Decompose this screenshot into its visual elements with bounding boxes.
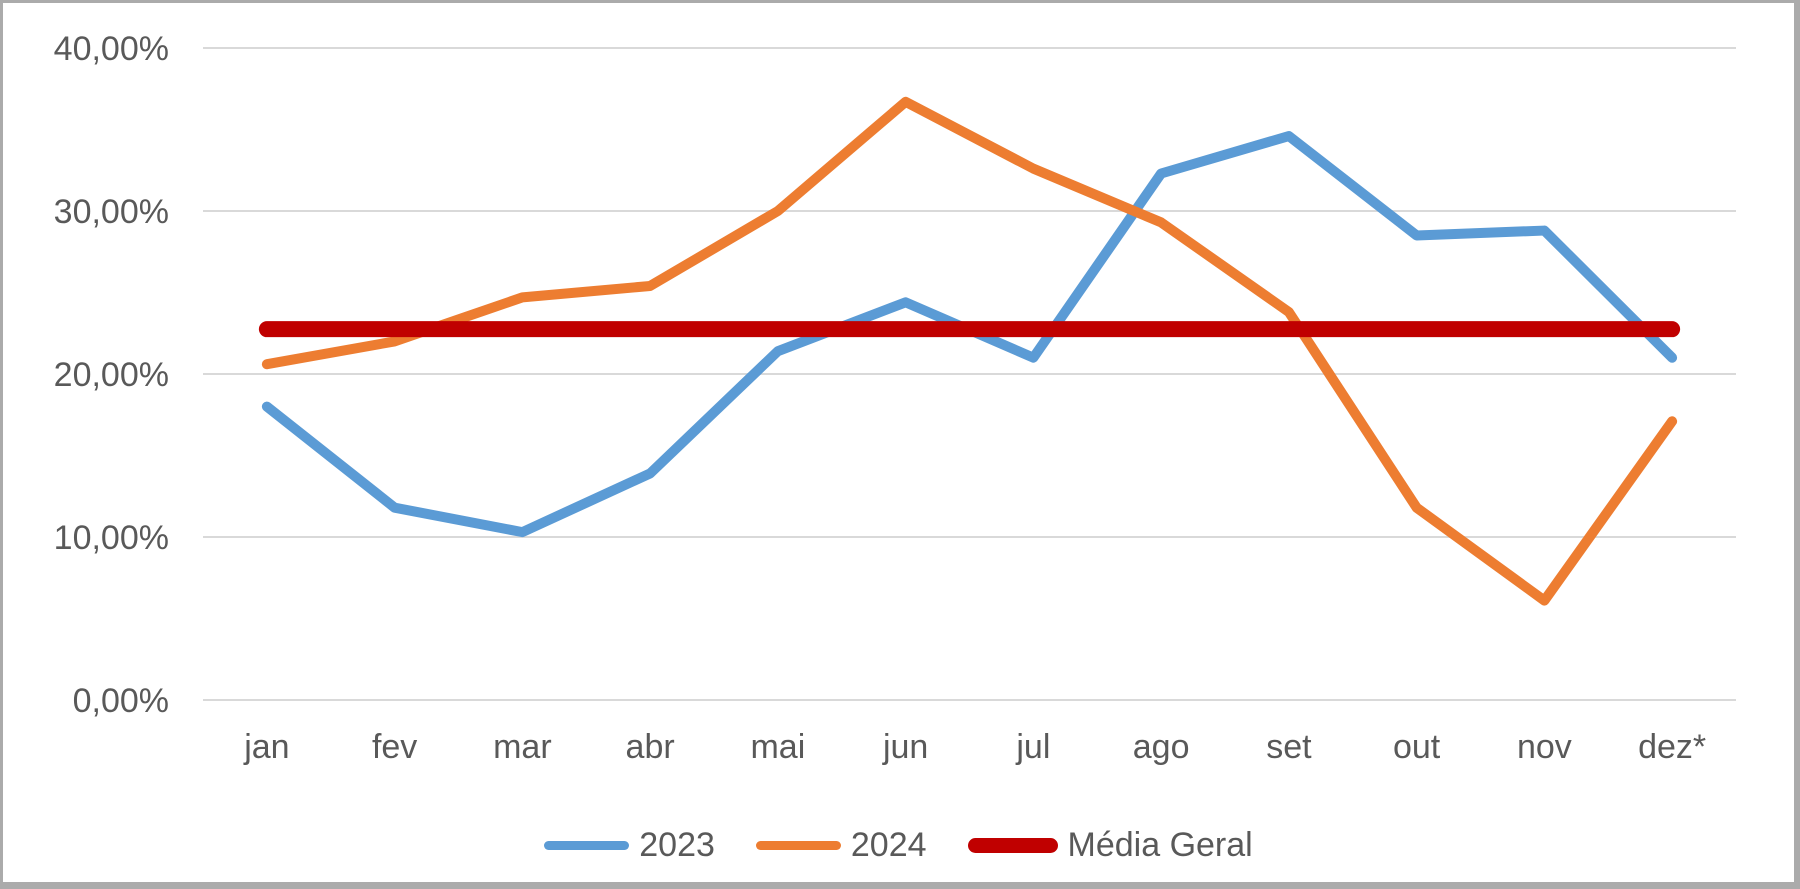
- y-axis-tick-label: 30,00%: [54, 193, 169, 231]
- x-axis-category-label: mai: [750, 728, 805, 766]
- legend-item-2024: 2024: [755, 825, 927, 865]
- y-axis-tick-label: 10,00%: [54, 519, 169, 557]
- x-axis-category-label: nov: [1517, 728, 1572, 766]
- x-axis-category-label: mar: [493, 728, 552, 766]
- x-axis-category-label: set: [1266, 728, 1312, 766]
- series-line-2023: [261, 131, 1678, 538]
- x-axis-category-label: dez*: [1638, 728, 1706, 766]
- y-axis-tick-label: 0,00%: [73, 682, 169, 720]
- legend-swatch-média-geral: [967, 837, 1058, 853]
- x-axis-category-label: jul: [1015, 728, 1050, 766]
- y-axis-tick-label: 40,00%: [54, 30, 169, 68]
- legend-item-2023: 2023: [544, 825, 715, 865]
- y-axis-tick-label: 20,00%: [54, 356, 169, 394]
- x-axis-category-label: out: [1393, 728, 1441, 766]
- x-axis-category-label: abr: [626, 728, 675, 766]
- x-axis-category-label: jan: [243, 728, 289, 766]
- x-axis-category-label: ago: [1133, 728, 1190, 766]
- legend-swatch-2024: [755, 840, 841, 850]
- legend-label-2024: 2024: [850, 826, 927, 864]
- legend: 2023 2024 Média Geral: [3, 823, 1794, 867]
- x-axis-category-label: jun: [882, 728, 928, 766]
- legend-item-média-geral: Média Geral: [967, 825, 1253, 865]
- legend-swatch-2023: [544, 840, 630, 850]
- legend-label-média-geral: Média Geral: [1067, 826, 1253, 864]
- series-line-2024: [261, 96, 1678, 606]
- x-axis-category-label: fev: [372, 728, 417, 766]
- legend-label-2023: 2023: [639, 826, 715, 864]
- line-chart-canvas: 40,00% 30,00% 20,00% 10,00% 0,00% jan fev mar ab…: [54, 30, 1736, 766]
